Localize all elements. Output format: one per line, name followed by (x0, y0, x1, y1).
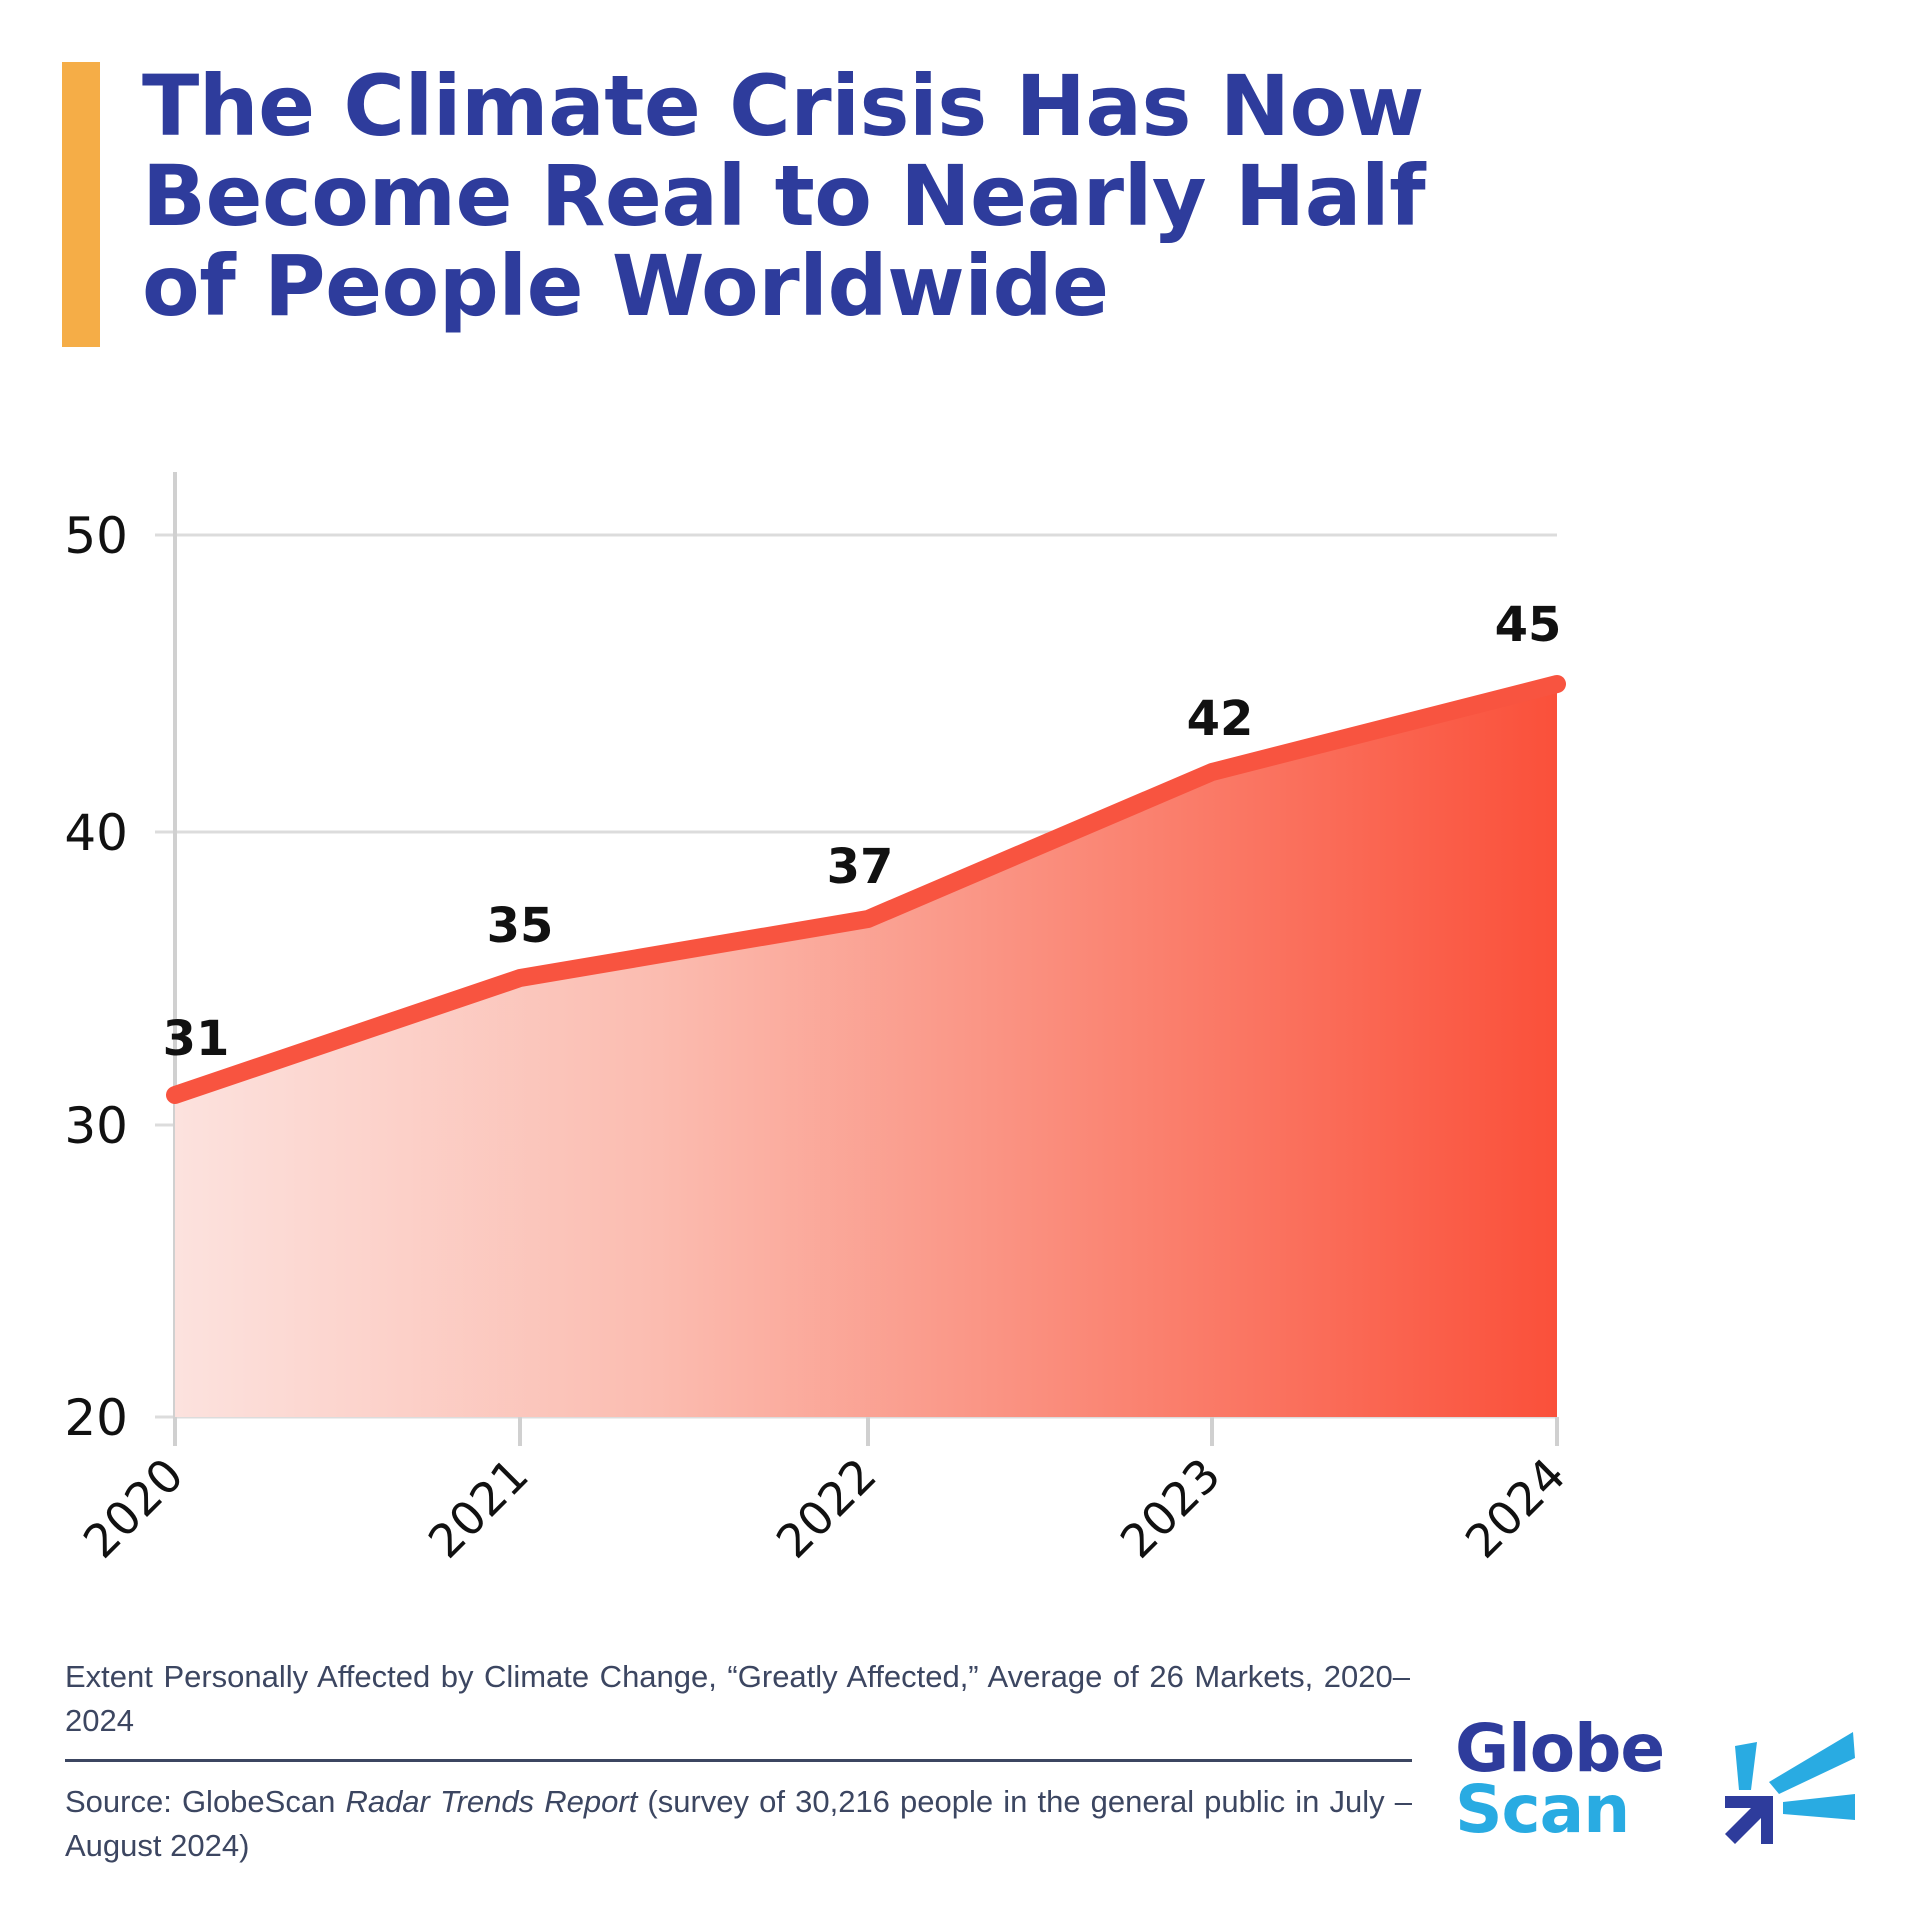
data-label-2022: 37 (827, 839, 894, 895)
logo-scan-text: Scan (1455, 1771, 1630, 1849)
footer: Extent Personally Affected by Climate Ch… (65, 1655, 1855, 1868)
chart-area: 50 40 30 20 2020 2021 2022 2023 2024 31 … (0, 400, 1920, 1630)
title-block: The Climate Crisis Has Now Become Real t… (62, 57, 1582, 352)
data-labels: 31 35 37 42 45 (163, 597, 1562, 1067)
x-axis-labels: 2020 2021 2022 2023 2024 (73, 1448, 1576, 1569)
area-chart: 50 40 30 20 2020 2021 2022 2023 2024 31 … (64, 472, 1576, 1569)
x-tick-label-2021: 2021 (418, 1448, 539, 1569)
trend-line (166, 675, 1566, 1104)
data-label-2021: 35 (487, 898, 554, 954)
area-fill (175, 684, 1557, 1417)
y-tick-label-50: 50 (64, 507, 128, 565)
footer-divider (65, 1759, 1412, 1763)
title-accent-bar (62, 62, 100, 347)
x-tick-label-2022: 2022 (766, 1448, 887, 1569)
page-title: The Climate Crisis Has Now Become Real t… (142, 57, 1426, 335)
x-axis-ticks (173, 1417, 1559, 1446)
globescan-logo: Globe Scan (1455, 1710, 1865, 1878)
y-tick-label-20: 20 (64, 1389, 128, 1447)
x-tick-label-2023: 2023 (1110, 1448, 1231, 1569)
x-tick-label-2020: 2020 (73, 1448, 194, 1569)
data-label-2023: 42 (1187, 691, 1254, 747)
y-tick-label-30: 30 (64, 1097, 128, 1155)
data-label-2024: 45 (1495, 597, 1562, 653)
globescan-wordmark: Globe Scan (1455, 1710, 1665, 1849)
source-prefix: Source: GlobeScan (65, 1784, 346, 1820)
source-report-title: Radar Trends Report (345, 1784, 638, 1820)
logo-burst-arrow-icon (1725, 1732, 1855, 1844)
data-label-2020: 31 (163, 1011, 230, 1067)
y-axis-labels: 50 40 30 20 (64, 507, 128, 1447)
logo-globe-text: Globe (1455, 1710, 1665, 1787)
y-tick-label-40: 40 (64, 804, 128, 862)
source-note: Source: GlobeScan Radar Trends Report (s… (65, 1780, 1412, 1868)
x-tick-label-2024: 2024 (1455, 1448, 1576, 1569)
chart-caption: Extent Personally Affected by Climate Ch… (65, 1659, 1410, 1739)
source-suffix: (survey of 30,216 people in the general … (65, 1784, 1412, 1864)
